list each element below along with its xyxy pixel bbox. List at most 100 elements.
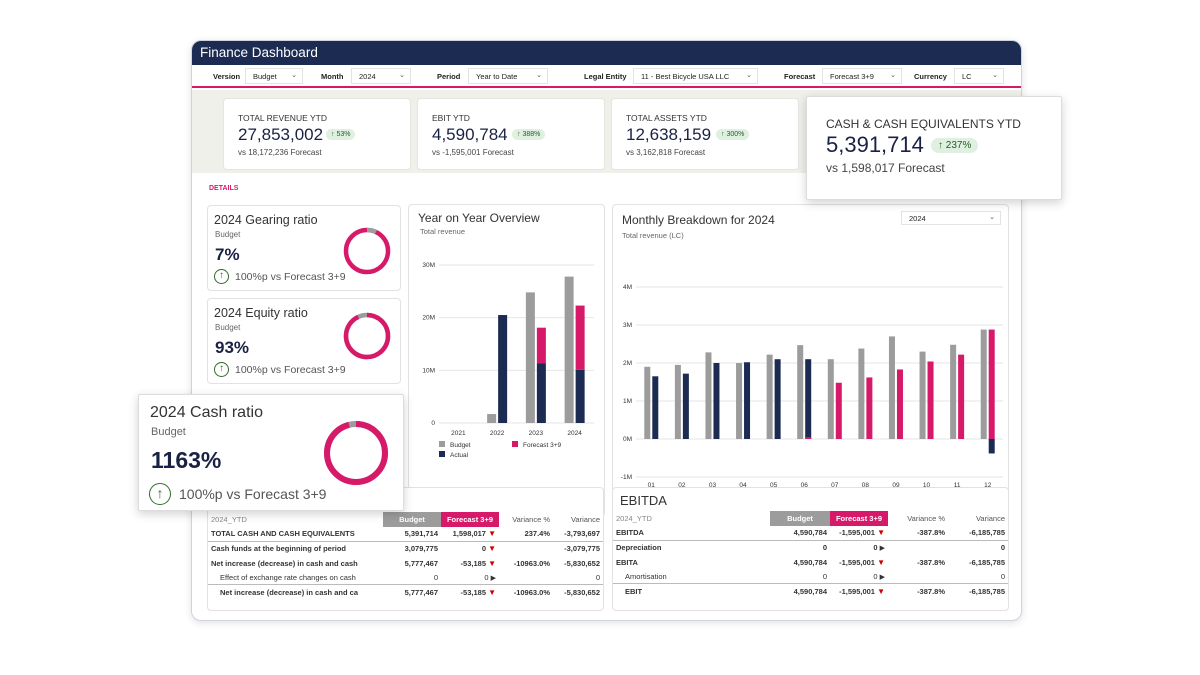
bar-forecast: [866, 377, 873, 439]
month-select[interactable]: 2024 ⌄: [351, 68, 411, 84]
kpi-ebit: EBIT YTD 4,590,784 ↑ 388% vs -1,595,001 …: [417, 98, 605, 170]
year-select[interactable]: 2024 ⌄: [901, 211, 1001, 225]
bar-budget: [888, 336, 895, 439]
cell-variance-pct: -10963.0%: [513, 558, 550, 568]
cell-forecast: 1,598,017 ▼: [452, 529, 496, 539]
row-label: EBIT: [613, 583, 770, 599]
bar-budget: [564, 276, 574, 423]
cell-forecast: -1,595,001 ▼: [839, 557, 885, 567]
variance-indicator-icon: ▼: [488, 529, 496, 539]
bar-forecast: [805, 437, 812, 439]
kpi-badge: ↑ 237%: [931, 138, 979, 153]
cell-variance: -3,793,697: [564, 529, 600, 539]
cell-forecast: 0 ▶: [873, 571, 885, 581]
donut-track: [343, 227, 391, 275]
filter-label-month: Month: [321, 72, 344, 81]
bar-actual: [536, 363, 546, 423]
bar-budget: [980, 329, 987, 439]
bar-budget: [858, 348, 865, 439]
details-label: DETAILS: [209, 185, 239, 192]
equity-donut: [343, 312, 391, 360]
filter-label-period: Period: [437, 72, 461, 81]
table-row: EBIT 4,590,784 -1,595,001 ▼ -387.8% -6,1…: [613, 583, 1008, 599]
cell-variance: -6,185,785: [948, 583, 1008, 599]
filter-label-entity: Legal Entity: [584, 72, 627, 81]
gearing-ratio-card: 2024 Gearing ratio Budget 7% ↑ 100%p vs F…: [207, 205, 401, 291]
chevron-down-icon: ⌄: [399, 72, 405, 79]
x-tick-label: 10: [923, 482, 931, 489]
kpi-comparison: vs -1,595,001 Forecast: [432, 148, 514, 157]
cell-budget: 4,590,784: [793, 528, 827, 538]
filter-label-forecast: Forecast: [784, 72, 816, 81]
kpi-value: 12,638,159: [626, 125, 712, 144]
period-select[interactable]: Year to Date ⌄: [468, 68, 548, 84]
cash-donut: [324, 421, 388, 485]
x-tick-label: 06: [801, 482, 809, 489]
cell-forecast: 0 ▶: [830, 539, 888, 555]
y-tick-label: 0M: [623, 436, 632, 443]
chart-title: Year on Year Overview: [418, 211, 540, 225]
x-tick-label: 02: [678, 482, 686, 489]
version-select[interactable]: Budget ⌄: [245, 68, 303, 84]
cell-budget: 0: [770, 539, 830, 555]
cash-table-card: 2024_YTD Budget Forecast 3+9 Variance % …: [207, 487, 604, 611]
donut-value-arc: [324, 421, 388, 485]
table-row: EBITDA 4,590,784 -1,595,001 ▼ -387.8% -6…: [613, 526, 1008, 541]
ratio-subtitle: Budget: [215, 230, 241, 239]
ratio-title: 2024 Cash ratio: [150, 404, 263, 421]
legend-label: Budget: [450, 442, 471, 449]
x-tick-label: 2024: [567, 430, 582, 437]
bar-budget: [736, 363, 743, 439]
col-variance-pct: Variance %: [512, 514, 550, 524]
legend-swatch: [512, 441, 518, 447]
ratio-comparison: ↑ 100%p vs Forecast 3+9: [149, 483, 326, 505]
currency-select[interactable]: LC ⌄: [954, 68, 1004, 84]
col-variance: Variance: [570, 514, 600, 524]
cell-variance: 0: [595, 572, 600, 582]
cell-variance-pct: -387.8%: [888, 583, 948, 599]
x-tick-label: 12: [984, 482, 992, 489]
y-tick-label: -1M: [621, 474, 632, 481]
table-row: EBITA 4,590,784 -1,595,001 ▼ -387.8% -6,…: [613, 555, 1008, 570]
legal-entity-select[interactable]: 11 - Best Bicycle USA LLC ⌄: [633, 68, 758, 84]
variance-indicator-icon: ▶: [879, 573, 885, 581]
x-tick-label: 08: [862, 482, 870, 489]
row-label: Net increase (decrease) in cash and cash: [211, 558, 358, 568]
cell-budget: 0: [822, 571, 827, 581]
cell-forecast: -53,185 ▼: [460, 558, 496, 568]
ratio-comparison: ↑ 100%p vs Forecast 3+9: [214, 269, 346, 284]
cell-budget: 5,391,714: [404, 529, 438, 539]
kpi-label: CASH & CASH EQUIVALENTS YTD: [826, 117, 1021, 131]
cell-forecast: -1,595,001 ▼: [830, 583, 888, 599]
cell-variance: 0: [948, 539, 1008, 555]
row-label: TOTAL CASH AND CASH EQUIVALENTS: [211, 529, 355, 539]
col-variance: Variance: [975, 513, 1005, 523]
cell-variance: -5,830,652: [553, 584, 603, 600]
bar-budget: [827, 359, 834, 439]
col-variance-pct: Variance %: [907, 513, 945, 523]
legend-swatch: [439, 441, 445, 447]
ratio-value: 1163%: [151, 447, 222, 473]
y-tick-label: 4M: [623, 284, 632, 291]
ebitda-title: EBITDA: [620, 493, 667, 508]
table-row: Effect of exchange rate changes on cash …: [208, 570, 603, 585]
kpi-value: 27,853,002: [238, 125, 324, 144]
row-label: Effect of exchange rate changes on cash: [220, 572, 356, 582]
cell-variance-pct: [888, 569, 948, 584]
chevron-down-icon: ⌄: [992, 72, 998, 79]
forecast-select[interactable]: Forecast 3+9 ⌄: [822, 68, 902, 84]
bar-budget: [525, 292, 535, 423]
bar-forecast: [958, 354, 965, 439]
row-label: Depreciation: [613, 539, 770, 555]
table-row: Amortisation 0 0 ▶ 0: [613, 569, 1008, 584]
app-title: Finance Dashboard: [192, 41, 1021, 65]
kpi-badge: ↑ 53%: [326, 129, 356, 140]
bar-budget: [950, 344, 957, 439]
bar-previous-year: [774, 359, 781, 439]
bar-previous-year: [805, 359, 812, 439]
x-tick-label: 01: [648, 482, 656, 489]
kpi-label: TOTAL ASSETS YTD: [626, 113, 707, 123]
bar-budget: [919, 351, 926, 439]
chevron-down-icon: ⌄: [989, 214, 995, 221]
gearing-donut: [343, 227, 391, 275]
